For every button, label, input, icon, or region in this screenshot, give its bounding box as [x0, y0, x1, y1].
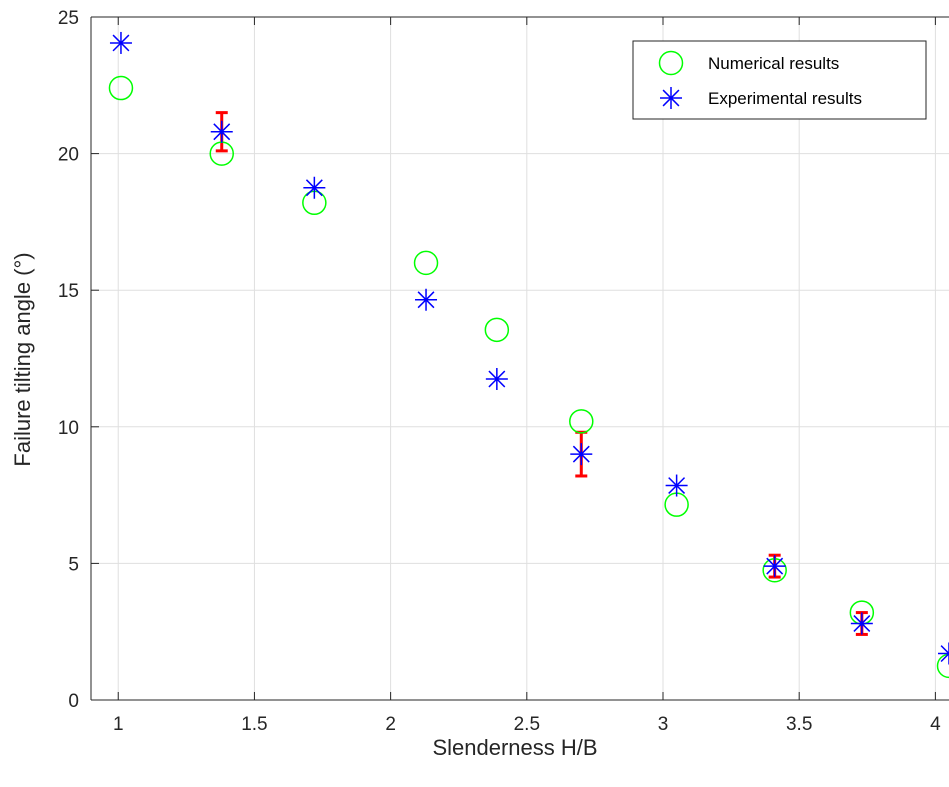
x-tick-label: 2 — [385, 714, 396, 735]
data-series — [108, 31, 949, 679]
experimental-point — [938, 642, 949, 665]
legend-box — [632, 40, 927, 120]
y-tick-label: 0 — [68, 691, 79, 712]
experimental-point — [303, 176, 326, 199]
experimental-point — [210, 120, 233, 143]
experimental-point — [665, 474, 688, 497]
y-tick-label: 15 — [58, 281, 79, 302]
y-tick-label: 10 — [58, 418, 79, 439]
experimental-point — [485, 367, 508, 390]
experimental-point — [570, 443, 593, 466]
x-tick-label: 1.5 — [241, 714, 267, 735]
legend-entry-label: Numerical results — [708, 54, 839, 73]
legend-marker-experimental — [660, 87, 682, 109]
x-tick-label: 4 — [930, 714, 941, 735]
legend-entry-label: Experimental results — [708, 89, 862, 108]
experimental-point — [850, 612, 873, 635]
x-tick-label: 1 — [113, 714, 124, 735]
experimental-point — [109, 31, 132, 54]
numerical-point — [569, 409, 594, 434]
legend: Numerical results Experimental results — [632, 40, 927, 120]
y-tick-label: 20 — [58, 145, 79, 166]
x-axis-label: Slenderness H/B — [432, 735, 597, 760]
numerical-point — [936, 653, 949, 679]
numerical-point — [413, 250, 439, 276]
legend-marker-numerical — [658, 50, 684, 76]
axes — [90, 16, 949, 701]
experimental-point — [763, 555, 786, 578]
x-tick-label: 3 — [658, 714, 669, 735]
y-tick-label: 5 — [68, 554, 79, 575]
numerical-point — [484, 317, 510, 343]
tick-labels: 1 1.5 2 2.5 3 3.5 4 0 5 10 15 20 25 — [58, 8, 941, 735]
x-tick-label: 3.5 — [786, 714, 812, 735]
numerical-point — [108, 75, 134, 101]
experimental-point — [415, 288, 438, 311]
plot-area — [91, 17, 949, 700]
x-tick-label: 2.5 — [514, 714, 540, 735]
y-tick-label: 25 — [58, 8, 79, 29]
y-axis-label: Failure tilting angle (°) — [10, 252, 35, 466]
